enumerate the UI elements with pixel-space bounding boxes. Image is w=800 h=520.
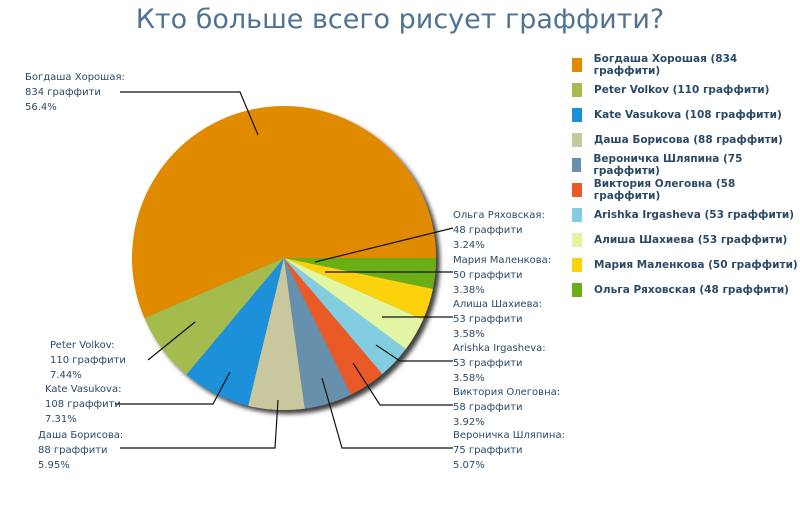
legend-item[interactable]: Ольга Ряховская (48 граффити) bbox=[572, 277, 800, 302]
legend-swatch bbox=[572, 157, 582, 172]
legend-label: Алиша Шахиева (53 граффити) bbox=[594, 233, 788, 246]
data-label: Виктория Олеговна: 58 граффити 3.92% bbox=[453, 385, 560, 430]
leader-line bbox=[115, 371, 231, 405]
legend-swatch bbox=[572, 57, 582, 72]
data-label: Богдаша Хорошая: 834 граффити 56.4% bbox=[25, 70, 125, 115]
legend-item[interactable]: Kate Vasukova (108 граффити) bbox=[572, 102, 800, 127]
data-label: Kate Vasukova: 108 граффити 7.31% bbox=[45, 382, 121, 427]
data-label-value: 108 граффити bbox=[45, 399, 121, 410]
legend-item[interactable]: Виктория Олеговна (58 граффити) bbox=[572, 177, 800, 202]
legend-item[interactable]: Мария Маленкова (50 граффити) bbox=[572, 252, 800, 277]
data-label-percent: 7.44% bbox=[50, 370, 82, 381]
data-label-name: Ольга Ряховская: bbox=[453, 210, 545, 221]
data-label-percent: 5.07% bbox=[453, 460, 485, 471]
legend-swatch bbox=[572, 232, 582, 247]
data-label-percent: 3.38% bbox=[453, 285, 485, 296]
legend-label: Мария Маленкова (50 граффити) bbox=[594, 258, 798, 271]
pie-slice[interactable] bbox=[284, 258, 436, 289]
data-label: Ольга Ряховская: 48 граффити 3.24% bbox=[453, 208, 545, 253]
data-label-name: Виктория Олеговна: bbox=[453, 387, 561, 398]
legend-swatch bbox=[572, 257, 582, 272]
data-label-percent: 7.31% bbox=[45, 414, 77, 425]
data-label-value: 88 граффити bbox=[38, 445, 108, 456]
data-label-name: Arishka Irgasheva: bbox=[453, 343, 546, 354]
data-label: Мария Маленкова: 50 граффити 3.38% bbox=[453, 253, 551, 298]
leader-line bbox=[120, 399, 279, 449]
chart-title: Кто больше всего рисует граффити? bbox=[135, 4, 665, 35]
data-label-name: Даша Борисова: bbox=[38, 430, 124, 441]
data-label-name: Богдаша Хорошая: bbox=[25, 72, 125, 83]
legend-swatch bbox=[572, 82, 582, 97]
pie-slice[interactable] bbox=[284, 258, 406, 374]
pie-slice[interactable] bbox=[284, 258, 433, 320]
data-label-percent: 3.58% bbox=[453, 373, 485, 384]
legend-item[interactable]: Вероничка Шляпина (75 граффити) bbox=[572, 152, 800, 177]
legend-label: Kate Vasukova (108 граффити) bbox=[594, 108, 782, 121]
legend-label: Arishka Irgasheva (53 граффити) bbox=[594, 208, 795, 221]
pie-slice[interactable] bbox=[132, 106, 436, 319]
pie-slice[interactable] bbox=[284, 258, 351, 409]
legend-swatch bbox=[572, 107, 582, 122]
legend: Богдаша Хорошая (834 граффити) Peter Volk… bbox=[572, 52, 800, 302]
data-label: Алиша Шахиева: 53 граффити 3.58% bbox=[453, 297, 542, 342]
data-label-value: 75 граффити bbox=[453, 445, 523, 456]
legend-label: Peter Volkov (110 граффити) bbox=[594, 83, 770, 96]
legend-swatch bbox=[572, 282, 582, 297]
legend-swatch bbox=[572, 132, 582, 147]
leader-line bbox=[147, 321, 196, 361]
legend-swatch bbox=[572, 207, 582, 222]
data-label: Даша Борисова: 88 граффити 5.95% bbox=[38, 428, 123, 473]
legend-label: Виктория Олеговна (58 граффити) bbox=[593, 177, 736, 202]
pie-slice[interactable] bbox=[144, 258, 284, 375]
data-label-value: 834 граффити bbox=[25, 87, 101, 98]
legend-label: Богдаша Хорошая (834 граффити) bbox=[593, 52, 738, 77]
leader-line bbox=[352, 362, 453, 406]
data-label-name: Вероничка Шляпина: bbox=[453, 430, 565, 441]
data-label-name: Алиша Шахиева: bbox=[453, 299, 542, 310]
legend-label: Вероничка Шляпина (75 граффити) bbox=[593, 152, 743, 177]
data-label-name: Мария Маленкова: bbox=[453, 255, 552, 266]
data-label-value: 48 граффити bbox=[453, 225, 523, 236]
pie-slice[interactable] bbox=[284, 258, 383, 395]
legend-item[interactable]: Богдаша Хорошая (834 граффити) bbox=[572, 52, 800, 77]
data-label-value: 53 граффити bbox=[453, 314, 523, 325]
data-label: Peter Volkov: 110 граффити 7.44% bbox=[50, 338, 126, 383]
pie-slice[interactable] bbox=[186, 258, 284, 406]
data-label: Arishka Irgasheva: 53 граффити 3.58% bbox=[453, 341, 546, 386]
legend-item[interactable]: Peter Volkov (110 граффити) bbox=[572, 77, 800, 102]
leader-line bbox=[120, 91, 259, 136]
pie-slice[interactable] bbox=[248, 258, 305, 410]
leader-line bbox=[375, 344, 453, 362]
data-label-value: 58 граффити bbox=[453, 402, 523, 413]
legend-label: Ольга Ряховская (48 граффити) bbox=[594, 283, 789, 296]
data-label-percent: 3.58% bbox=[453, 329, 485, 340]
data-label-percent: 56.4% bbox=[25, 102, 57, 113]
data-label-value: 53 граффити bbox=[453, 358, 523, 369]
legend-item[interactable]: Алиша Шахиева (53 граффити) bbox=[572, 227, 800, 252]
data-label-name: Kate Vasukova: bbox=[45, 384, 122, 395]
data-label-percent: 5.95% bbox=[38, 460, 70, 471]
data-label-percent: 3.92% bbox=[453, 417, 485, 428]
data-label: Вероничка Шляпина: 75 граффити 5.07% bbox=[453, 428, 565, 473]
leader-line bbox=[314, 227, 454, 263]
legend-label: Даша Борисова (88 граффити) bbox=[594, 133, 783, 146]
data-label-value: 110 граффити bbox=[50, 355, 126, 366]
legend-item[interactable]: Даша Борисова (88 граффити) bbox=[572, 127, 800, 152]
data-label-name: Peter Volkov: bbox=[50, 340, 115, 351]
legend-swatch bbox=[572, 182, 582, 197]
leader-line bbox=[321, 377, 453, 449]
pie-slice[interactable] bbox=[284, 258, 423, 350]
data-label-percent: 3.24% bbox=[453, 240, 485, 251]
data-label-value: 50 граффити bbox=[453, 270, 523, 281]
legend-item[interactable]: Arishka Irgasheva (53 граффити) bbox=[572, 202, 800, 227]
